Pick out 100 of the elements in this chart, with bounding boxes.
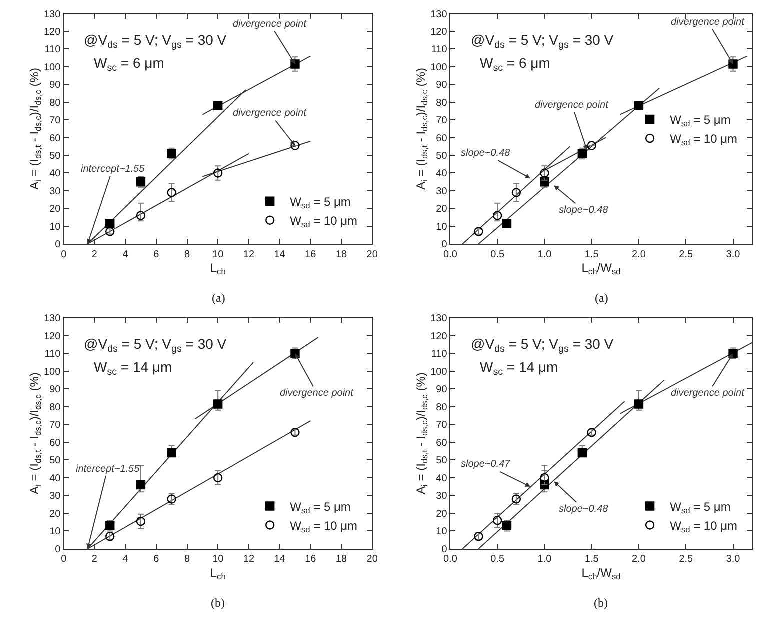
y-tick-label: 60 [50, 438, 62, 449]
text: (a) [212, 291, 226, 305]
x-axis-title: L$_{ch}$/W$_{sd}$ [582, 566, 622, 582]
x-tick-label: 2.5 [679, 554, 694, 566]
x-tick-label: 10 [212, 554, 224, 566]
annotation: @V$_{ds}$ = 5 V; V$_{gs}$ = 30 V [471, 336, 614, 355]
legend-label: W$_{sd}$ = 10 μm [290, 214, 358, 230]
annotation: W$_{sc}$ = 14 μm [480, 359, 558, 378]
y-tick-label: 70 [50, 116, 62, 127]
x-tick-label: 2 [92, 554, 98, 566]
y-tick-label: 40 [436, 473, 448, 484]
y-tick-label: 0 [442, 240, 448, 251]
y-tick-label: 100 [44, 366, 62, 378]
y-tick-label: 70 [436, 116, 448, 127]
annotation: divergence point [671, 17, 746, 28]
y-tick-label: 0 [442, 544, 448, 556]
y-tick-label: 130 [44, 9, 62, 20]
legend-label: W$_{sd}$ = 5 μm [670, 500, 731, 516]
y-tick-label: 130 [430, 314, 448, 325]
x-tick-label: 2.5 [679, 249, 694, 260]
annotation: W$_{sc}$ = 6 μm [480, 55, 550, 74]
text: (a) [595, 291, 608, 305]
text: (b) [211, 596, 225, 610]
annotation: @V$_{ds}$ = 5 V; V$_{gs}$ = 30 V [471, 32, 614, 51]
annotation: slope~0.48 [559, 504, 609, 515]
y-tick-label: 30 [50, 186, 62, 198]
y-tick-label: 40 [50, 168, 62, 180]
text: (b) [594, 596, 608, 610]
y-tick-label: 130 [430, 9, 448, 20]
y-tick-label: 20 [50, 508, 62, 520]
annotation: divergence point [233, 108, 308, 119]
y-tick-label: 0 [55, 544, 62, 556]
y-tick-label: 110 [44, 44, 62, 56]
x-tick-label: 1.5 [584, 249, 600, 260]
x-tick-label: 14 [274, 249, 286, 260]
y-tick-label: 90 [50, 80, 62, 92]
legend-label: W$_{sd}$ = 5 μm [670, 113, 731, 129]
y-tick-label: 20 [436, 204, 448, 216]
x-tick-label: 8 [184, 249, 190, 260]
x-tick-label: 20 [366, 249, 378, 260]
x-tick-label: 1.0 [538, 554, 552, 566]
x-tick-label: 20 [366, 554, 378, 566]
y-tick-label: 10 [436, 222, 448, 233]
legend-label: W$_{sd}$ = 10 μm [670, 132, 738, 148]
x-tick-label: 0.5 [490, 249, 505, 260]
y-tick-label: 30 [50, 491, 62, 502]
y-tick-label: 80 [50, 402, 62, 414]
y-tick-label: 40 [436, 168, 448, 180]
x-tick-label: 4 [122, 554, 129, 566]
x-tick-label: 2 [92, 249, 98, 260]
x-tick-label: 3.0 [726, 249, 741, 260]
y-tick-label: 50 [50, 456, 62, 467]
y-tick-label: 100 [430, 62, 448, 74]
y-tick-label: 50 [50, 151, 62, 162]
y-tick-label: 120 [44, 331, 62, 342]
x-tick-label: 1.0 [538, 249, 552, 260]
annotation: @V$_{ds}$ = 5 V; V$_{gs}$ = 30 V [84, 32, 228, 51]
x-tick-label: 16 [305, 554, 317, 566]
x-tick-label: 10 [212, 249, 224, 260]
y-tick-label: 120 [430, 26, 448, 38]
x-tick-label: 18 [336, 554, 348, 566]
y-tick-label: 100 [44, 62, 62, 74]
x-axis-title: L$_{ch}$/W$_{sd}$ [582, 261, 622, 277]
annotation: slope~0.47 [461, 459, 511, 470]
y-tick-label: 30 [436, 491, 448, 502]
y-tick-label: 60 [436, 133, 448, 144]
annotation: divergence point [671, 388, 746, 399]
y-tick-label: 20 [50, 204, 62, 216]
y-tick-label: 80 [436, 98, 448, 109]
y-tick-label: 110 [431, 44, 448, 56]
x-tick-label: 3.0 [726, 554, 741, 566]
x-tick-label: 6 [154, 554, 160, 566]
x-tick-label: 14 [274, 554, 286, 566]
annotation: intercept~1.55 [81, 164, 146, 175]
x-tick-label: 1.5 [584, 554, 600, 566]
x-tick-label: 12 [243, 249, 255, 260]
y-tick-label: 120 [44, 26, 62, 38]
y-tick-label: 10 [50, 222, 62, 233]
legend-label: W$_{sd}$ = 10 μm [290, 518, 358, 534]
y-tick-label: 60 [50, 133, 62, 144]
x-axis-title: L$_{ch}$ [210, 261, 226, 277]
x-tick-label: 0.5 [490, 554, 505, 566]
x-tick-label: 0.0 [443, 249, 458, 260]
x-tick-label: 2.0 [632, 554, 646, 566]
y-tick-label: 90 [50, 384, 62, 396]
x-tick-label: 2.0 [632, 249, 646, 260]
y-tick-label: 120 [430, 331, 448, 342]
legend-label: W$_{sd}$ = 5 μm [290, 500, 351, 516]
y-tick-label: 130 [44, 314, 62, 325]
annotation: divergence point [280, 388, 355, 399]
y-tick-label: 10 [50, 526, 62, 538]
legend-label: W$_{sd}$ = 10 μm [670, 518, 738, 534]
annotation: slope~0.48 [461, 148, 511, 159]
legend-label: W$_{sd}$ = 5 μm [290, 195, 351, 211]
x-tick-label: 16 [305, 249, 317, 260]
y-tick-label: 70 [50, 420, 62, 432]
y-tick-label: 50 [436, 456, 448, 467]
y-tick-label: 70 [436, 420, 448, 432]
y-tick-label: 80 [50, 98, 62, 109]
annotation: slope~0.48 [559, 205, 609, 216]
